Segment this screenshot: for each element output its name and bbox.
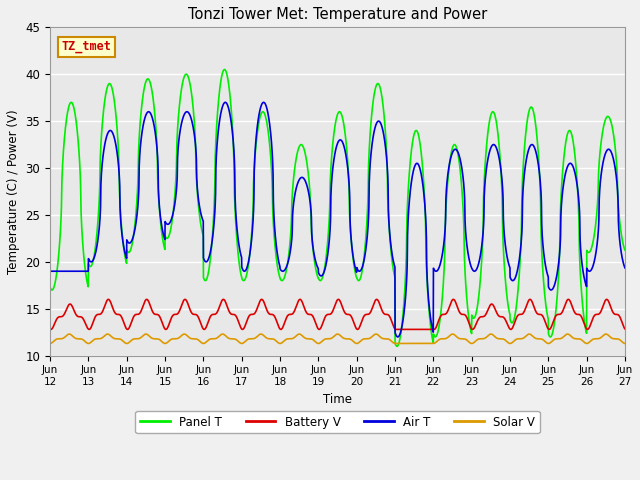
Line: Air T: Air T bbox=[50, 102, 625, 337]
Y-axis label: Temperature (C) / Power (V): Temperature (C) / Power (V) bbox=[7, 109, 20, 274]
Air T bbox=[46, 268, 54, 274]
Air T bbox=[621, 264, 628, 270]
Line: Solar V: Solar V bbox=[50, 334, 625, 344]
Air T bbox=[394, 334, 402, 340]
Solar V bbox=[621, 341, 628, 347]
Air T bbox=[207, 248, 214, 253]
Solar V bbox=[566, 333, 574, 338]
Panel T bbox=[394, 343, 402, 348]
Battery V bbox=[207, 313, 214, 319]
Battery V bbox=[567, 300, 575, 305]
Air T bbox=[567, 160, 575, 166]
Solar V bbox=[65, 331, 73, 337]
Battery V bbox=[621, 326, 628, 332]
Solar V bbox=[170, 336, 177, 342]
Air T bbox=[404, 218, 412, 224]
Panel T bbox=[567, 129, 575, 134]
Solar V bbox=[621, 340, 628, 346]
Solar V bbox=[394, 341, 402, 347]
Solar V bbox=[46, 341, 54, 347]
X-axis label: Time: Time bbox=[323, 393, 352, 406]
Battery V bbox=[46, 326, 54, 332]
Air T bbox=[621, 265, 628, 271]
Solar V bbox=[404, 341, 412, 347]
Line: Panel T: Panel T bbox=[50, 70, 625, 346]
Panel T bbox=[207, 253, 214, 259]
Panel T bbox=[393, 343, 401, 349]
Battery V bbox=[104, 297, 112, 302]
Air T bbox=[394, 334, 402, 340]
Panel T bbox=[621, 247, 628, 253]
Panel T bbox=[170, 209, 177, 215]
Panel T bbox=[221, 67, 228, 72]
Battery V bbox=[621, 326, 628, 332]
Title: Tonzi Tower Met: Temperature and Power: Tonzi Tower Met: Temperature and Power bbox=[188, 7, 487, 22]
Line: Battery V: Battery V bbox=[50, 300, 625, 329]
Panel T bbox=[621, 247, 628, 252]
Battery V bbox=[391, 326, 399, 332]
Air T bbox=[170, 210, 177, 216]
Battery V bbox=[404, 326, 412, 332]
Battery V bbox=[394, 326, 402, 332]
Legend: Panel T, Battery V, Air T, Solar V: Panel T, Battery V, Air T, Solar V bbox=[136, 411, 540, 433]
Solar V bbox=[207, 336, 214, 342]
Battery V bbox=[170, 312, 177, 318]
Panel T bbox=[404, 191, 412, 196]
Text: TZ_tmet: TZ_tmet bbox=[61, 40, 111, 53]
Panel T bbox=[46, 284, 54, 290]
Air T bbox=[221, 99, 229, 105]
